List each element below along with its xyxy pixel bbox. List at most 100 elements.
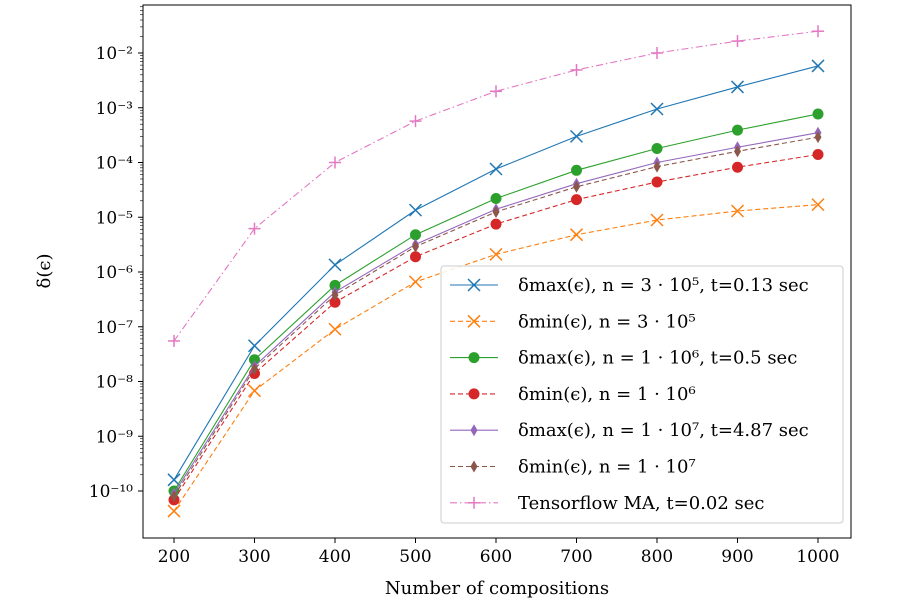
circle-marker xyxy=(651,176,663,188)
x-marker-stroke xyxy=(408,275,423,289)
legend-label: δmin(ϵ), n = 1 · 10⁶ xyxy=(518,384,696,405)
diamond-marker xyxy=(573,180,580,193)
x-marker xyxy=(569,129,584,143)
circle-marker xyxy=(249,354,260,366)
y-tick-label: 10⁻⁵ xyxy=(96,208,134,228)
plus-marker xyxy=(168,334,180,347)
x-marker xyxy=(467,278,481,292)
x-marker-stroke xyxy=(247,384,262,398)
plus-marker xyxy=(731,35,744,48)
legend-label: δmin(ϵ), n = 1 · 10⁷ xyxy=(518,457,696,478)
diamond-marker xyxy=(251,362,258,375)
circle-marker xyxy=(329,296,341,308)
x-marker xyxy=(408,203,423,217)
circle-marker xyxy=(329,279,341,291)
series-line xyxy=(173,30,819,342)
diamond-marker xyxy=(470,460,478,473)
x-marker xyxy=(489,247,503,261)
x-marker-stroke xyxy=(247,339,262,353)
y-tick-label: 10⁻¹⁰ xyxy=(89,482,133,502)
y-tick-label: 10⁻⁷ xyxy=(96,318,134,338)
plus-marker xyxy=(570,63,583,76)
x-tick-label: 600 xyxy=(480,547,512,567)
x-marker-stroke xyxy=(408,203,423,217)
circle-marker xyxy=(812,108,824,120)
x-marker xyxy=(247,339,262,353)
x-marker-stroke xyxy=(467,278,481,292)
x-tick-label: 200 xyxy=(158,547,190,567)
circle-marker xyxy=(571,194,582,206)
plus-marker xyxy=(812,25,824,38)
x-marker xyxy=(489,162,503,176)
circle-marker xyxy=(732,161,743,173)
circle-marker xyxy=(410,251,421,263)
x-marker xyxy=(569,228,584,242)
x-tick-label: 400 xyxy=(319,547,351,567)
y-axis-label: δ(ϵ) xyxy=(34,254,55,289)
x-marker xyxy=(467,314,481,328)
x-marker-stroke xyxy=(569,129,584,143)
x-marker-stroke xyxy=(167,504,181,518)
x-marker-stroke xyxy=(569,228,584,242)
plus-marker xyxy=(248,222,261,235)
diamond-marker xyxy=(412,240,419,253)
legend-label: δmax(ϵ), n = 1 · 10⁷, t=4.87 sec xyxy=(518,420,809,441)
x-marker-stroke xyxy=(650,213,664,227)
x-tick-label: 500 xyxy=(399,547,431,567)
legend-entry: δmax(ϵ), n = 1 · 10⁷, t=4.87 sec xyxy=(450,420,809,441)
y-tick-label: 10⁻⁸ xyxy=(96,373,134,393)
diamond-marker xyxy=(170,490,178,503)
plus-marker xyxy=(468,496,480,509)
x-marker-stroke xyxy=(730,80,745,94)
x-marker xyxy=(408,275,423,289)
plus-marker xyxy=(329,156,341,169)
x-tick-label: 1000 xyxy=(796,547,839,567)
x-marker xyxy=(247,384,262,398)
legend-label: δmin(ϵ), n = 3 · 10⁵ xyxy=(518,311,696,332)
x-marker xyxy=(730,204,745,218)
series-5 xyxy=(170,131,822,503)
legend-label: δmax(ϵ), n = 3 · 10⁵, t=0.13 sec xyxy=(518,275,809,296)
x-marker xyxy=(650,102,664,116)
y-tick-label: 10⁻⁶ xyxy=(96,263,134,283)
x-axis-label: Number of compositions xyxy=(385,578,609,599)
x-marker-stroke xyxy=(811,198,825,212)
x-marker-stroke xyxy=(811,59,825,73)
legend-entry: δmin(ϵ), n = 1 · 10⁷ xyxy=(450,457,696,478)
x-marker xyxy=(730,80,745,94)
x-marker xyxy=(811,198,825,212)
circle-marker xyxy=(410,229,421,241)
circle-marker xyxy=(812,148,824,160)
y-tick-label: 10⁻⁹ xyxy=(96,427,134,447)
x-marker xyxy=(167,504,181,518)
x-marker-stroke xyxy=(650,102,664,116)
legend-box xyxy=(440,265,844,524)
diamond-marker xyxy=(653,160,661,173)
y-tick-label: 10⁻² xyxy=(96,44,133,64)
legend-entry: δmax(ϵ), n = 3 · 10⁵, t=0.13 sec xyxy=(450,275,809,296)
x-tick-label: 300 xyxy=(238,547,270,567)
x-marker-stroke xyxy=(489,162,503,176)
diamond-marker xyxy=(331,289,339,302)
circle-marker xyxy=(468,352,480,364)
circle-marker xyxy=(490,193,502,205)
x-tick-label: 900 xyxy=(721,547,753,567)
x-marker xyxy=(811,59,825,73)
series-1 xyxy=(167,198,825,518)
x-tick-label: 800 xyxy=(641,547,673,567)
legend-label: Tensorflow MA, t=0.02 sec xyxy=(518,493,764,514)
legend-label: δmax(ϵ), n = 1 · 10⁶, t=0.5 sec xyxy=(518,348,797,369)
diamond-marker xyxy=(814,131,822,144)
circle-marker xyxy=(732,124,743,136)
plus-marker xyxy=(651,47,663,59)
diamond-marker xyxy=(470,424,478,437)
legend-entry: δmax(ϵ), n = 1 · 10⁶, t=0.5 sec xyxy=(450,348,797,369)
axes-ticks: 200 300 400 500 600 700 800 900 1000 10⁻¹⁰ 10⁻⁹ 10⁻… xyxy=(89,6,840,567)
circle-marker xyxy=(490,218,502,230)
x-marker xyxy=(650,213,664,227)
plus-marker xyxy=(490,85,502,98)
circle-marker xyxy=(571,164,582,176)
x-marker-stroke xyxy=(328,322,342,336)
x-marker xyxy=(328,322,342,336)
